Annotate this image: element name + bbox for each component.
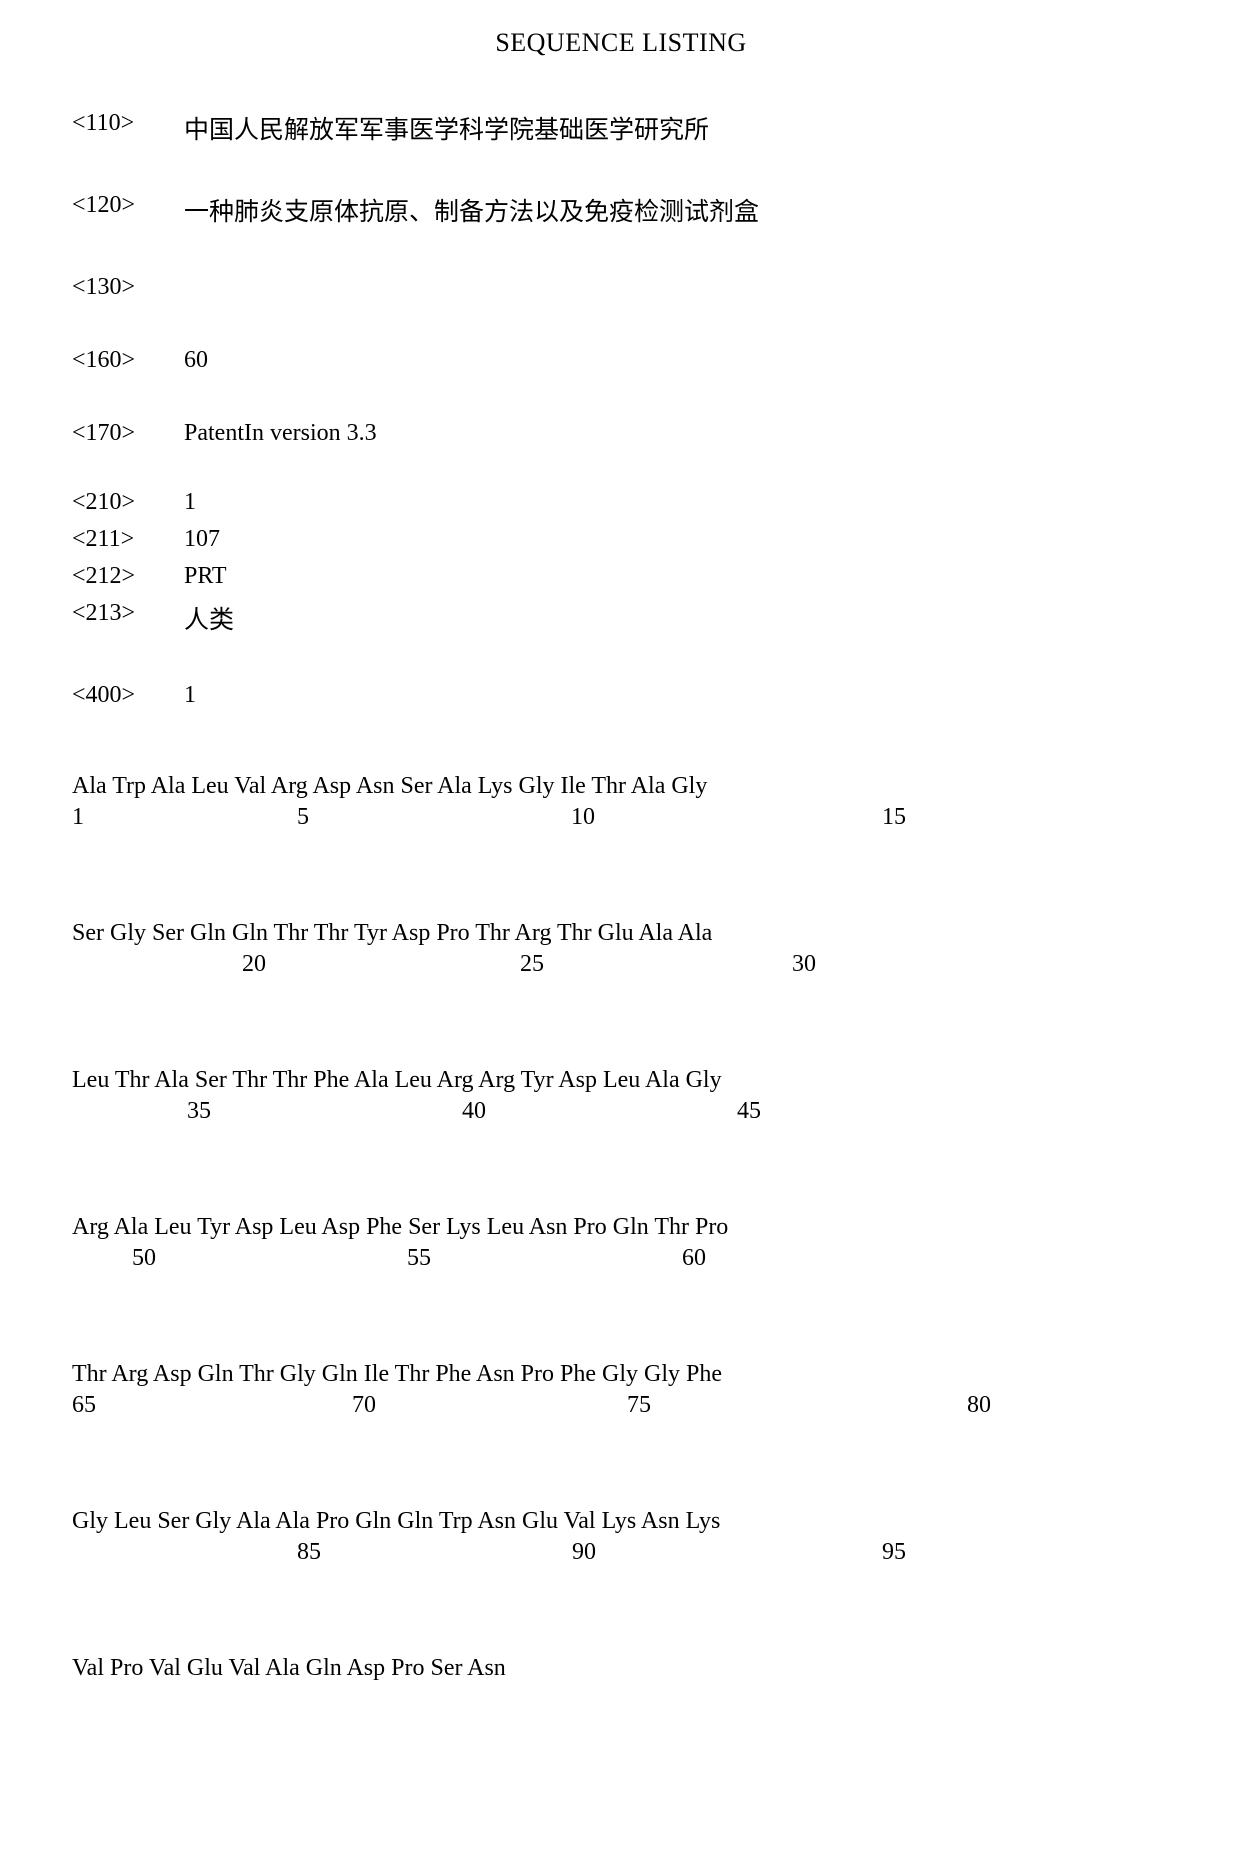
- seq-group-3: Leu Thr Ala Ser Thr Thr Phe Ala Leu Arg …: [72, 1067, 1170, 1134]
- val-210: 1: [184, 489, 196, 516]
- num-65: 65: [72, 1392, 96, 1419]
- page-title: SEQUENCE LISTING: [72, 28, 1170, 58]
- tag-211: <211>: [72, 526, 184, 553]
- seq-group-1: Ala Trp Ala Leu Val Arg Asp Asn Ser Ala …: [72, 773, 1170, 840]
- val-110: 中国人民解放军军事医学科学院基础医学研究所: [184, 110, 1170, 146]
- val-400: 1: [184, 682, 196, 709]
- header-110: <110> 中国人民解放军军事医学科学院基础医学研究所: [72, 110, 1170, 146]
- seq-nums-5: 65 70 75 80: [72, 1392, 1170, 1428]
- header-130: <130>: [72, 274, 1170, 301]
- num-5: 5: [297, 804, 309, 831]
- seq-line-3: Leu Thr Ala Ser Thr Thr Phe Ala Leu Arg …: [72, 1067, 1170, 1094]
- num-70: 70: [352, 1392, 376, 1419]
- header-213: <213> 人类: [72, 600, 1170, 636]
- num-1: 1: [72, 804, 84, 831]
- num-55: 55: [407, 1245, 431, 1272]
- seq-line-1: Ala Trp Ala Leu Val Arg Asp Asn Ser Ala …: [72, 773, 1170, 800]
- tag-110: <110>: [72, 110, 184, 146]
- seq-nums-2: 20 25 30: [72, 951, 1170, 987]
- tag-160: <160>: [72, 347, 184, 374]
- header-120: <120> 一种肺炎支原体抗原、制备方法以及免疫检测试剂盒: [72, 192, 1170, 228]
- tag-213: <213>: [72, 600, 184, 636]
- val-160: 60: [184, 347, 1170, 374]
- sequence-block: Ala Trp Ala Leu Val Arg Asp Asn Ser Ala …: [72, 773, 1170, 1682]
- val-170: PatentIn version 3.3: [184, 420, 1170, 447]
- seq-line-2: Ser Gly Ser Gln Gln Thr Thr Tyr Asp Pro …: [72, 920, 1170, 947]
- val-212: PRT: [184, 563, 227, 590]
- num-85: 85: [297, 1539, 321, 1566]
- num-35: 35: [187, 1098, 211, 1125]
- num-15: 15: [882, 804, 906, 831]
- header-400: <400> 1: [72, 682, 1170, 709]
- num-50: 50: [132, 1245, 156, 1272]
- seq-line-5: Thr Arg Asp Gln Thr Gly Gln Ile Thr Phe …: [72, 1361, 1170, 1388]
- tag-400: <400>: [72, 682, 184, 709]
- num-90: 90: [572, 1539, 596, 1566]
- num-25: 25: [520, 951, 544, 978]
- val-120: 一种肺炎支原体抗原、制备方法以及免疫检测试剂盒: [184, 192, 1170, 228]
- tag-212: <212>: [72, 563, 184, 590]
- seq-line-4: Arg Ala Leu Tyr Asp Leu Asp Phe Ser Lys …: [72, 1214, 1170, 1241]
- num-75: 75: [627, 1392, 651, 1419]
- tag-120: <120>: [72, 192, 184, 228]
- seq-nums-3: 35 40 45: [72, 1098, 1170, 1134]
- tag-130: <130>: [72, 274, 184, 301]
- seq-line-7: Val Pro Val Glu Val Ala Gln Asp Pro Ser …: [72, 1655, 1170, 1682]
- seq-group-5: Thr Arg Asp Gln Thr Gly Gln Ile Thr Phe …: [72, 1361, 1170, 1428]
- val-130: [184, 274, 1170, 301]
- tag-210: <210>: [72, 489, 184, 516]
- num-60: 60: [682, 1245, 706, 1272]
- seq-group-2: Ser Gly Ser Gln Gln Thr Thr Tyr Asp Pro …: [72, 920, 1170, 987]
- header-170: <170> PatentIn version 3.3: [72, 420, 1170, 447]
- num-20: 20: [242, 951, 266, 978]
- seq-nums-6: 85 90 95: [72, 1539, 1170, 1575]
- num-45: 45: [737, 1098, 761, 1125]
- header-212: <212> PRT: [72, 563, 1170, 590]
- seq-nums-1: 1 5 10 15: [72, 804, 1170, 840]
- seq-line-6: Gly Leu Ser Gly Ala Ala Pro Gln Gln Trp …: [72, 1508, 1170, 1535]
- tag-170: <170>: [72, 420, 184, 447]
- num-80: 80: [967, 1392, 991, 1419]
- num-30: 30: [792, 951, 816, 978]
- header-160: <160> 60: [72, 347, 1170, 374]
- num-95: 95: [882, 1539, 906, 1566]
- seq-group-4: Arg Ala Leu Tyr Asp Leu Asp Phe Ser Lys …: [72, 1214, 1170, 1281]
- header-211: <211> 107: [72, 526, 1170, 553]
- val-213: 人类: [184, 600, 234, 636]
- num-40: 40: [462, 1098, 486, 1125]
- num-10: 10: [571, 804, 595, 831]
- seq-group-6: Gly Leu Ser Gly Ala Ala Pro Gln Gln Trp …: [72, 1508, 1170, 1575]
- header-210: <210> 1: [72, 489, 1170, 516]
- val-211: 107: [184, 526, 220, 553]
- seq-nums-4: 50 55 60: [72, 1245, 1170, 1281]
